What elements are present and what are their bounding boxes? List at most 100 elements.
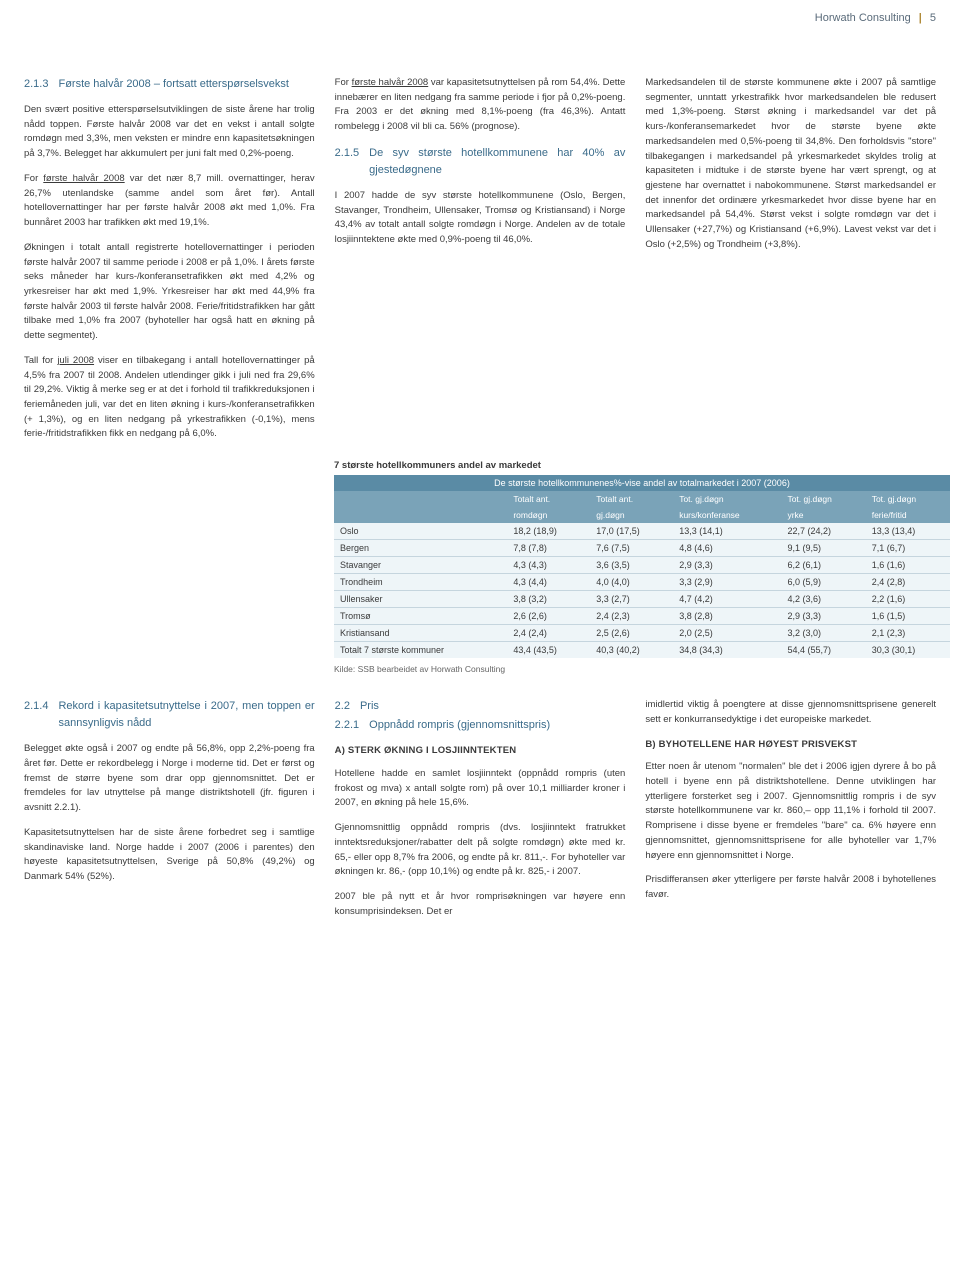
cell: 2,4 (2,8) [866, 574, 950, 591]
cell: 6,2 (6,1) [781, 557, 865, 574]
table-row: Oslo18,2 (18,9)17,0 (17,5)13,3 (14,1)22,… [334, 523, 950, 540]
cell: 2,9 (3,3) [781, 608, 865, 625]
th: kurs/konferanse [673, 507, 781, 523]
table-row: Bergen7,8 (7,8)7,6 (7,5)4,8 (4,6)9,1 (9,… [334, 540, 950, 557]
table-caption: Kilde: SSB bearbeidet av Horwath Consult… [24, 664, 936, 674]
section-text: Oppnådd rompris (gjennomsnittspris) [369, 717, 550, 734]
cell: 17,0 (17,5) [590, 523, 673, 540]
table-superheader: De største hotellkommunenes%-vise andel … [334, 475, 950, 491]
section-text: Første halvår 2008 – fortsatt etterspørs… [58, 76, 288, 93]
th: romdøgn [507, 507, 590, 523]
cell: 2,0 (2,5) [673, 625, 781, 642]
cell: 7,6 (7,5) [590, 540, 673, 557]
section-2-1-3-title: 2.1.3 Første halvår 2008 – fortsatt ette… [24, 76, 315, 93]
cell: 3,2 (3,0) [781, 625, 865, 642]
cell: 18,2 (18,9) [507, 523, 590, 540]
table-row: Stavanger4,3 (4,3)3,6 (3,5)2,9 (3,3)6,2 … [334, 557, 950, 574]
th: Totalt ant. [507, 491, 590, 507]
th: Tot. gj.døgn [781, 491, 865, 507]
cell: 30,3 (30,1) [866, 642, 950, 659]
table-row: Tromsø2,6 (2,6)2,4 (2,3)3,8 (2,8)2,9 (3,… [334, 608, 950, 625]
row-name: Stavanger [334, 557, 507, 574]
section-num: 2.2.1 [335, 717, 359, 734]
header-separator: | [919, 12, 922, 24]
cell: 3,6 (3,5) [590, 557, 673, 574]
th: ferie/fritid [866, 507, 950, 523]
cell: 2,4 (2,3) [590, 608, 673, 625]
th: Tot. gj.døgn [673, 491, 781, 507]
cell: 4,3 (4,3) [507, 557, 590, 574]
th: gj.døgn [590, 507, 673, 523]
cell: 34,8 (34,3) [673, 642, 781, 659]
section-text: Rekord i kapasitetsutnyttelse i 2007, me… [58, 698, 314, 732]
cell: 1,6 (1,6) [866, 557, 950, 574]
row-name: Ullensaker [334, 591, 507, 608]
section-num: 2.1.3 [24, 76, 48, 93]
cell: 4,8 (4,6) [673, 540, 781, 557]
table-row: Totalt 7 største kommuner43,4 (43,5)40,3… [334, 642, 950, 659]
cell: 2,4 (2,4) [507, 625, 590, 642]
p-22-a3: 2007 ble på nytt et år hvor romprisøknin… [335, 890, 626, 919]
col-1: 2.1.3 Første halvår 2008 – fortsatt ette… [24, 76, 315, 452]
cell: 2,5 (2,6) [590, 625, 673, 642]
row-name: Oslo [334, 523, 507, 540]
col-3-lower: imidlertid viktig å poengtere at disse g… [645, 698, 936, 929]
top-columns: 2.1.3 Første halvår 2008 – fortsatt ette… [24, 76, 936, 452]
table-row: Kristiansand2,4 (2,4)2,5 (2,6)2,0 (2,5)3… [334, 625, 950, 642]
p-213-1: Den svært positive etterspørselsutviklin… [24, 103, 315, 162]
p-214-2: Kapasitetsutnyttelsen har de siste årene… [24, 826, 315, 885]
p-22-b2: Prisdifferansen øker ytterligere per før… [645, 873, 936, 902]
table-title: 7 største hotellkommuners andel av marke… [24, 460, 936, 471]
p-22-a1: Hotellene hadde en samlet losjiinntekt (… [335, 767, 626, 811]
cell: 4,3 (4,4) [507, 574, 590, 591]
cell: 3,3 (2,9) [673, 574, 781, 591]
cell: 4,7 (4,2) [673, 591, 781, 608]
cell: 9,1 (9,5) [781, 540, 865, 557]
cell: 2,1 (2,3) [866, 625, 950, 642]
market-share-table: De største hotellkommunenes%-vise andel … [334, 475, 950, 658]
p-213-3: Økningen i totalt antall registrerte hot… [24, 241, 315, 344]
section-text: De syv største hotellkommunene har 40% a… [369, 145, 625, 179]
col-1-lower: 2.1.4 Rekord i kapasitetsutnyttelse i 20… [24, 698, 315, 929]
p-22-a2: Gjennomsnittlig oppnådd rompris (dvs. lo… [335, 821, 626, 880]
th: Totalt ant. [590, 491, 673, 507]
col-2: For første halvår 2008 var kapasitetsutn… [335, 76, 626, 452]
p-market: Markedsandelen til de største kommunene … [645, 76, 936, 253]
section-2-1-5-title: 2.1.5 De syv største hotellkommunene har… [335, 145, 626, 179]
p-22-b0: imidlertid viktig å poengtere at disse g… [645, 698, 936, 727]
page-body: 2.1.3 Første halvår 2008 – fortsatt ette… [0, 36, 960, 953]
section-num: 2.2 [335, 698, 350, 715]
cell: 22,7 (24,2) [781, 523, 865, 540]
cell: 2,9 (3,3) [673, 557, 781, 574]
cell: 7,8 (7,8) [507, 540, 590, 557]
cell: 4,0 (4,0) [590, 574, 673, 591]
th: yrke [781, 507, 865, 523]
section-2-2-title: 2.2 Pris [335, 698, 626, 715]
row-name: Bergen [334, 540, 507, 557]
th: Tot. gj.døgn [866, 491, 950, 507]
p-213-4: Tall for juli 2008 viser en tilbakegang … [24, 354, 315, 442]
row-name: Tromsø [334, 608, 507, 625]
row-name: Kristiansand [334, 625, 507, 642]
section-2-2-1-title: 2.2.1 Oppnådd rompris (gjennomsnittspris… [335, 717, 626, 734]
p-214-1: Belegget økte også i 2007 og endte på 56… [24, 742, 315, 816]
col-3: Markedsandelen til de største kommunene … [645, 76, 936, 452]
cell: 54,4 (55,7) [781, 642, 865, 659]
cell: 4,2 (3,6) [781, 591, 865, 608]
table-section: 7 største hotellkommuners andel av marke… [24, 460, 936, 674]
cell: 2,2 (1,6) [866, 591, 950, 608]
row-name: Totalt 7 største kommuner [334, 642, 507, 659]
section-text: Pris [360, 698, 379, 715]
cell: 3,8 (3,2) [507, 591, 590, 608]
col-2-lower: 2.2 Pris 2.2.1 Oppnådd rompris (gjennoms… [335, 698, 626, 929]
cell: 13,3 (13,4) [866, 523, 950, 540]
cell: 1,6 (1,5) [866, 608, 950, 625]
cell: 6,0 (5,9) [781, 574, 865, 591]
table-row: Trondheim4,3 (4,4)4,0 (4,0)3,3 (2,9)6,0 … [334, 574, 950, 591]
cell: 2,6 (2,6) [507, 608, 590, 625]
cell: 40,3 (40,2) [590, 642, 673, 659]
cell: 3,8 (2,8) [673, 608, 781, 625]
cell: 43,4 (43,5) [507, 642, 590, 659]
p-22-b1: Etter noen år utenom "normalen" ble det … [645, 760, 936, 863]
subhead-b: B) BYHOTELLENE HAR HØYEST PRISVEKST [645, 738, 936, 753]
